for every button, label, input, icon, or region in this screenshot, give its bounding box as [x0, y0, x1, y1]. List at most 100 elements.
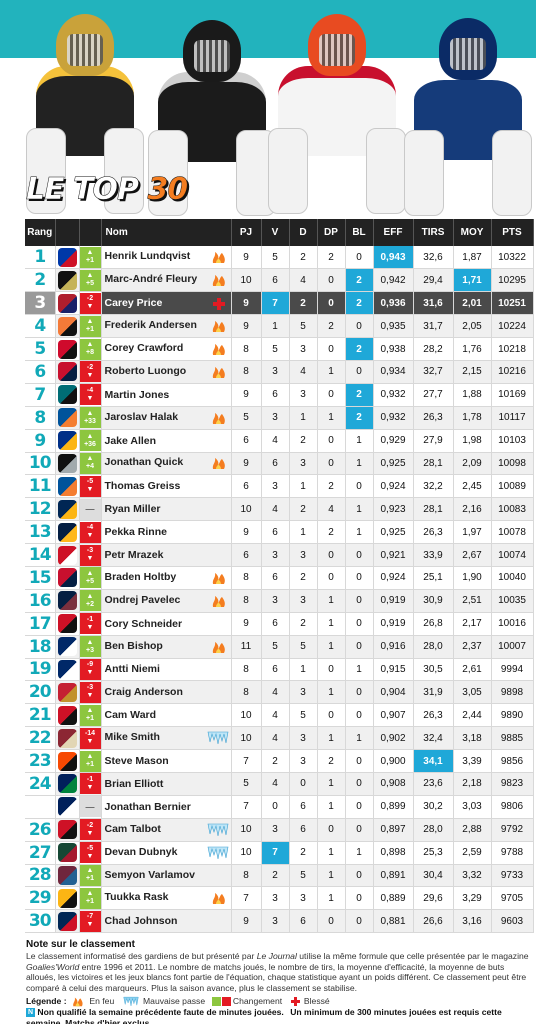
stat-eff: 0,932 — [373, 406, 414, 430]
arrow-down-icon: ▼ — [86, 303, 94, 311]
goalie-name: Corey Crawford — [104, 342, 184, 354]
team-logo — [57, 270, 77, 290]
stat-pts: 10074 — [491, 543, 534, 567]
stat-tirs: 29,4 — [413, 268, 454, 293]
goalie-name: Brian Elliott — [104, 777, 164, 790]
stat-v: 6 — [261, 452, 290, 476]
rank-change-badge: -7 ▼ — [79, 910, 100, 932]
team-logo-cell — [55, 680, 80, 705]
stat-moy: 2,88 — [453, 818, 492, 842]
stat-dp: 1 — [317, 841, 346, 865]
stat-v: 2 — [261, 749, 290, 773]
goalie-name-cell: Tuukka Rask — [101, 886, 232, 911]
team-logo-cell — [55, 886, 80, 911]
arrow-up-icon: ▲ — [86, 318, 94, 326]
rank-change-value: -4 — [86, 386, 94, 394]
rank-change-value: -9 — [86, 661, 94, 669]
stat-dp: 0 — [317, 543, 346, 567]
legend-fire: En feu — [69, 996, 114, 1007]
rank-change-badge: ▲ +1 — [79, 246, 100, 268]
rank-change-cell: -2 ▼ — [79, 291, 102, 316]
stat-tirs: 26,8 — [413, 612, 454, 636]
goalie-name: Chad Johnson — [104, 915, 178, 928]
stat-moy: 3,03 — [453, 795, 492, 819]
stat-pj: 9 — [231, 314, 262, 339]
stat-tirs: 32,4 — [413, 726, 454, 751]
rank-number: 3 — [25, 291, 56, 316]
stat-tirs: 28,1 — [413, 452, 454, 476]
icicle-icon — [123, 997, 139, 1007]
goalie-name-cell: Jonathan Quick — [101, 452, 232, 476]
team-logo — [57, 568, 77, 588]
rank-change-cell: -4 ▼ — [79, 520, 102, 545]
arrow-down-icon: ▼ — [86, 692, 94, 700]
goalie-name: Martin Jones — [104, 388, 170, 401]
team-logo-cell — [55, 360, 80, 384]
rank-change-cell: ▲ +1 — [79, 703, 102, 728]
table-row: 7 -4 ▼ Martin Jones 9 6 3 0 2 0,932 27,7 1,88 10169 — [25, 383, 534, 407]
stat-moy: 1,88 — [453, 383, 492, 407]
stat-tirs: 26,6 — [413, 909, 454, 934]
stat-moy: 3,29 — [453, 886, 492, 911]
goalie-name: Cory Schneider — [104, 617, 183, 630]
table-row: 20 -3 ▼ Craig Anderson 8 4 3 1 0 0,904 31,9 3,05 989… — [25, 680, 534, 705]
goalie-name-cell: Thomas Greiss — [101, 474, 232, 499]
stat-eff: 0,929 — [373, 429, 414, 453]
team-logo — [57, 843, 77, 863]
stat-d: 3 — [289, 749, 318, 773]
stat-dp: 1 — [317, 589, 346, 613]
table-row: 11 -5 ▼ Thomas Greiss 6 3 1 2 0 0,924 32,2 2,45 1008… — [25, 474, 534, 499]
stat-eff: 0,900 — [373, 749, 414, 773]
table-body: 1 ▲ +1 Henrik Lundqvist 9 5 2 2 0 0,943 32,6 1,87 10… — [25, 246, 534, 934]
table-row: 28 ▲ +1 Semyon Varlamov 8 2 5 1 0 0,891 30,4 3,32 97… — [25, 864, 534, 888]
goalie-name-cell: Ben Bishop — [101, 635, 232, 659]
stat-d: 5 — [289, 703, 318, 728]
arrow-up-icon: ▲ — [86, 272, 94, 280]
arrow-down-icon: ▼ — [86, 371, 94, 379]
rank-change-value: +8 — [86, 349, 94, 356]
rank-change-cell: ▲ +8 — [79, 337, 102, 361]
stat-d: 3 — [289, 383, 318, 407]
goalie-name-cell: Frederik Andersen — [101, 314, 232, 339]
stat-v: 4 — [261, 772, 290, 796]
table-row: 13 -4 ▼ Pekka Rinne 9 6 1 2 1 0,925 26,3 1,97 10078 — [25, 520, 534, 545]
rank-change-badge: ▲ +1 — [79, 315, 100, 337]
stat-d: 2 — [289, 291, 318, 316]
column-header-blank-1 — [55, 219, 80, 246]
goalie-name-cell: Brian Elliott — [101, 772, 232, 796]
stat-pts: 9792 — [491, 818, 534, 842]
team-logo — [57, 637, 77, 657]
column-header-tirs: TIRS — [413, 219, 454, 246]
notes-body: Le classement informatisé des gardiens d… — [26, 951, 529, 993]
goalie-name-cell: Jaroslav Halak — [101, 406, 232, 430]
icicle-icon — [207, 731, 228, 745]
stat-moy: 1,97 — [453, 520, 492, 545]
rank-number: 23 — [25, 749, 56, 773]
stat-tirs: 30,2 — [413, 795, 454, 819]
stat-v: 6 — [261, 268, 290, 293]
rank-change-badge: -4 ▼ — [79, 521, 100, 543]
rank-change-cell: — — [79, 795, 102, 819]
stat-eff: 0,881 — [373, 909, 414, 934]
rank-number: 10 — [25, 452, 56, 476]
stat-dp: 1 — [317, 680, 346, 705]
stat-d: 3 — [289, 452, 318, 476]
stat-eff: 0,923 — [373, 497, 414, 522]
legend-cold: Mauvaise passe — [121, 996, 205, 1007]
rank-change-badge: -3 ▼ — [79, 681, 100, 703]
stat-v: 3 — [261, 909, 290, 934]
column-header-pj: PJ — [231, 219, 262, 246]
stat-bl: 2 — [345, 291, 374, 316]
rank-change-value: -2 — [86, 363, 94, 371]
stat-tirs: 26,3 — [413, 406, 454, 430]
column-header-bl: BL — [345, 219, 374, 246]
stat-d: 1 — [289, 406, 318, 430]
stat-d: 2 — [289, 429, 318, 453]
team-logo-cell — [55, 726, 80, 751]
stat-moy: 3,18 — [453, 726, 492, 751]
rank-change-cell: — — [79, 497, 102, 522]
stat-v: 6 — [261, 383, 290, 407]
rank-number: 28 — [25, 864, 56, 888]
goalie-name: Braden Holtby — [104, 570, 177, 583]
stat-pts: 9806 — [491, 795, 534, 819]
